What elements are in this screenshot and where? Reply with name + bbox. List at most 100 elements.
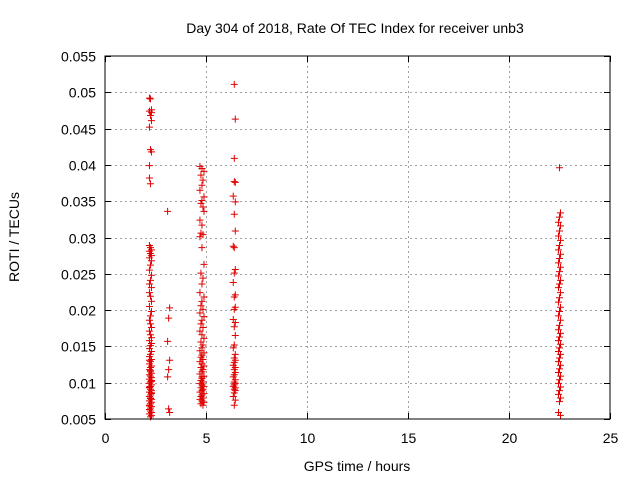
data-point [145, 162, 153, 170]
data-point [146, 95, 154, 103]
data-point [231, 227, 239, 235]
data-point [556, 280, 563, 288]
data-point [198, 297, 206, 305]
data-point [557, 372, 565, 380]
data-point [196, 186, 204, 194]
data-point [145, 383, 153, 391]
data-point [557, 394, 565, 402]
data-point [146, 331, 154, 339]
data-point [145, 174, 153, 182]
data-point [146, 312, 154, 320]
data-point [146, 320, 154, 328]
data-point [556, 164, 563, 172]
data-point [146, 366, 154, 374]
data-point [199, 305, 207, 313]
data-point [146, 180, 154, 188]
data-point [557, 303, 565, 311]
data-point [556, 344, 563, 352]
data-point [146, 342, 154, 350]
data-point [197, 320, 205, 328]
data-point [554, 379, 562, 387]
data-point [554, 312, 562, 320]
data-point [147, 109, 155, 117]
data-point [230, 389, 238, 397]
data-point [200, 334, 208, 342]
data-point [557, 340, 565, 348]
y-tick-label: 0.055 [61, 49, 96, 65]
chart-title: Day 304 of 2018, Rate Of TEC Index for r… [186, 20, 524, 36]
data-point [145, 402, 153, 410]
data-point [200, 362, 208, 370]
data-point [554, 218, 562, 226]
plot-frame [104, 55, 611, 420]
data-point [557, 276, 565, 284]
data-point [199, 341, 207, 349]
data-point [557, 250, 565, 258]
data-point [196, 233, 204, 241]
data-point [229, 242, 237, 250]
data-point [229, 344, 237, 352]
data-point [554, 390, 562, 398]
data-point [556, 321, 563, 329]
data-point [196, 216, 204, 224]
data-point [199, 378, 207, 386]
x-tick-label: 0 [102, 430, 110, 446]
data-point [230, 178, 238, 186]
data-point [556, 354, 563, 362]
data-point [557, 236, 565, 244]
data-point [557, 411, 565, 419]
data-point [554, 272, 562, 280]
data-point [230, 358, 238, 366]
axis-ticks: 0.005 0.01 0.015 0.02 0.025 0.03 0.035 0.04 0.04… [61, 49, 619, 447]
x-tick-label: 20 [502, 430, 518, 446]
y-tick-label: 0.04 [69, 158, 96, 174]
data-point [554, 358, 562, 366]
data-point [200, 313, 208, 321]
x-tick-label: 15 [401, 430, 417, 446]
data-point [199, 401, 207, 409]
data-point [557, 350, 565, 358]
data-point [230, 210, 238, 218]
x-tick-label: 25 [603, 430, 619, 446]
data-point [164, 207, 172, 215]
data-point [165, 366, 173, 374]
data-point [145, 356, 153, 364]
data-point [146, 395, 154, 403]
data-point [229, 392, 237, 400]
y-tick-label: 0.035 [61, 194, 96, 210]
data-point [230, 341, 238, 349]
data-point [198, 280, 206, 288]
data-point [198, 373, 206, 381]
data-point [556, 227, 563, 235]
data-point [196, 327, 204, 335]
data-point [230, 401, 238, 409]
x-tick-label: 5 [203, 430, 211, 446]
data-point [231, 115, 239, 123]
data-point [147, 377, 155, 385]
data-point [196, 289, 204, 297]
data-point [556, 365, 563, 373]
data-point [199, 394, 207, 402]
data-point [198, 181, 206, 189]
data-point [197, 269, 205, 277]
data-point [556, 268, 563, 276]
data-point [147, 297, 155, 305]
data-point [231, 318, 239, 326]
data-point [556, 387, 563, 395]
y-tick-label: 0.03 [69, 231, 96, 247]
x-axis-label: GPS time / hours [304, 458, 411, 474]
data-point [165, 314, 173, 322]
data-point [199, 324, 207, 332]
y-tick-label: 0.02 [69, 303, 96, 319]
grid [105, 56, 610, 419]
data-point [145, 94, 153, 102]
data-point [145, 289, 153, 297]
data-point [166, 408, 174, 416]
data-point [230, 293, 238, 301]
data-point [200, 382, 208, 390]
data-point [229, 279, 237, 287]
data-point [164, 337, 172, 345]
data-point [197, 199, 205, 207]
data-point [200, 167, 208, 175]
data-point [197, 302, 205, 310]
